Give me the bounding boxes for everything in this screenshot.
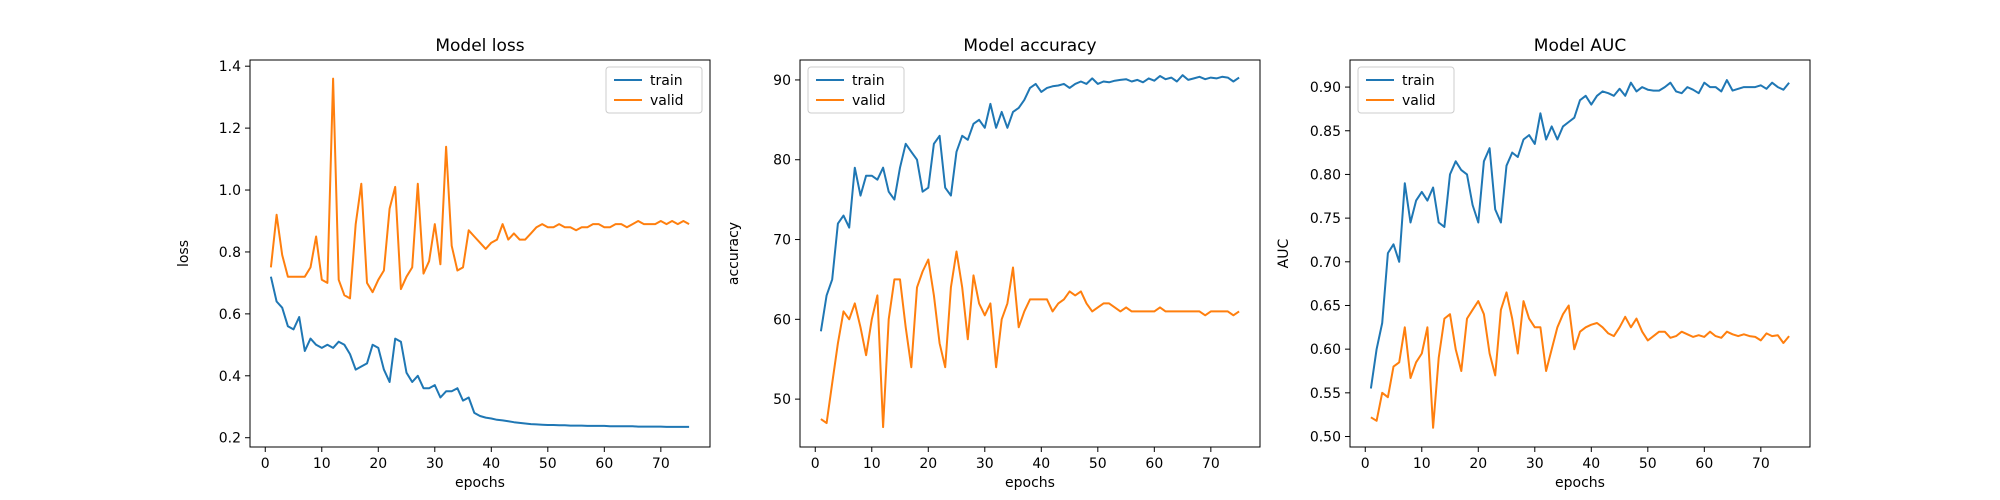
y-tick-label: 0.4: [219, 369, 241, 385]
legend: train valid: [1357, 66, 1455, 114]
x-tick-label: 0: [1361, 456, 1370, 472]
legend-label-train: train: [650, 73, 683, 89]
axes-frame: [799, 59, 1261, 448]
x-tick-label: 60: [1695, 456, 1713, 472]
legend-box: [605, 66, 703, 114]
auc-panel: Model AUC epochs AUC 0 10 20 30 40 50 60 70 0.50…: [1276, 36, 1811, 491]
x-tick-label: 50: [1639, 456, 1657, 472]
y-tick-label: 60: [773, 312, 791, 328]
y-axis-label: AUC: [1276, 238, 1292, 268]
legend-label-valid: valid: [1402, 93, 1436, 109]
x-tick-label: 20: [919, 456, 937, 472]
y-axis-label: loss: [176, 240, 192, 267]
x-tick-label: 20: [369, 456, 387, 472]
y-tick-label: 1.0: [219, 183, 241, 199]
x-tick-label: 40: [482, 456, 500, 472]
y-tick-label: 80: [773, 153, 791, 169]
x-tick-label: 40: [1582, 456, 1600, 472]
x-tick-label: 0: [811, 456, 820, 472]
legend-box: [807, 66, 905, 114]
x-tick-label: 10: [863, 456, 881, 472]
series-line-train: [819, 74, 1240, 332]
accuracy-panel: Model accuracy epochs accuracy 0 10 20 30 40…: [726, 36, 1261, 491]
series-line-valid: [820, 250, 1240, 429]
x-tick-label: 50: [1089, 456, 1107, 472]
legend: train valid: [605, 66, 703, 114]
legend-label-valid: valid: [650, 93, 684, 109]
y-tick-label: 0.60: [1310, 342, 1341, 358]
series-line-valid: [1370, 291, 1790, 429]
legend-label-train: train: [852, 73, 885, 89]
axes-frame: [249, 59, 711, 448]
y-tick-label: 0.55: [1310, 386, 1341, 402]
y-tick-label: 0.6: [219, 307, 241, 323]
x-tick-label: 10: [313, 456, 331, 472]
chart-title: Model accuracy: [963, 36, 1096, 56]
x-tick-label: 0: [261, 456, 270, 472]
y-tick-label: 0.90: [1310, 80, 1341, 96]
y-tick-label: 70: [773, 233, 791, 249]
chart-title: Model AUC: [1534, 36, 1626, 56]
x-tick-label: 70: [1752, 456, 1770, 472]
x-tick-label: 70: [652, 456, 670, 472]
axes-frame: [1349, 59, 1811, 448]
chart-title: Model loss: [435, 36, 524, 56]
y-tick-label: 0.85: [1310, 124, 1341, 140]
x-tick-label: 60: [1145, 456, 1163, 472]
x-axis-label: epochs: [455, 475, 505, 491]
y-tick-label: 50: [773, 392, 791, 408]
x-tick-label: 10: [1413, 456, 1431, 472]
y-axis-label: accuracy: [726, 222, 742, 285]
x-axis-label: epochs: [1005, 475, 1055, 491]
x-tick-label: 40: [1032, 456, 1050, 472]
series-line-train: [269, 276, 690, 428]
x-axis-label: epochs: [1555, 475, 1605, 491]
y-tick-label: 0.70: [1310, 255, 1341, 271]
y-tick-label: 1.4: [219, 59, 241, 75]
x-tick-label: 50: [539, 456, 557, 472]
loss-panel: Model loss epochs loss 0 10 20 30 40 50 60 70 0.…: [176, 36, 711, 491]
x-tick-label: 70: [1202, 456, 1220, 472]
x-tick-label: 20: [1469, 456, 1487, 472]
legend-label-valid: valid: [852, 93, 886, 109]
y-tick-label: 0.8: [219, 245, 241, 261]
x-tick-label: 30: [1526, 456, 1544, 472]
legend-label-train: train: [1402, 73, 1435, 89]
y-tick-label: 0.65: [1310, 298, 1341, 314]
y-tick-label: 0.80: [1310, 167, 1341, 183]
series-line-valid: [269, 77, 690, 300]
y-tick-label: 90: [773, 73, 791, 89]
x-tick-label: 30: [976, 456, 994, 472]
y-tick-label: 0.2: [219, 431, 241, 447]
y-tick-label: 0.75: [1310, 211, 1341, 227]
y-tick-label: 0.50: [1310, 430, 1341, 446]
series-line-train: [1369, 79, 1790, 389]
x-tick-label: 60: [595, 456, 613, 472]
x-tick-label: 30: [426, 456, 444, 472]
legend: train valid: [807, 66, 905, 114]
y-tick-label: 1.2: [219, 121, 241, 137]
legend-box: [1357, 66, 1455, 114]
